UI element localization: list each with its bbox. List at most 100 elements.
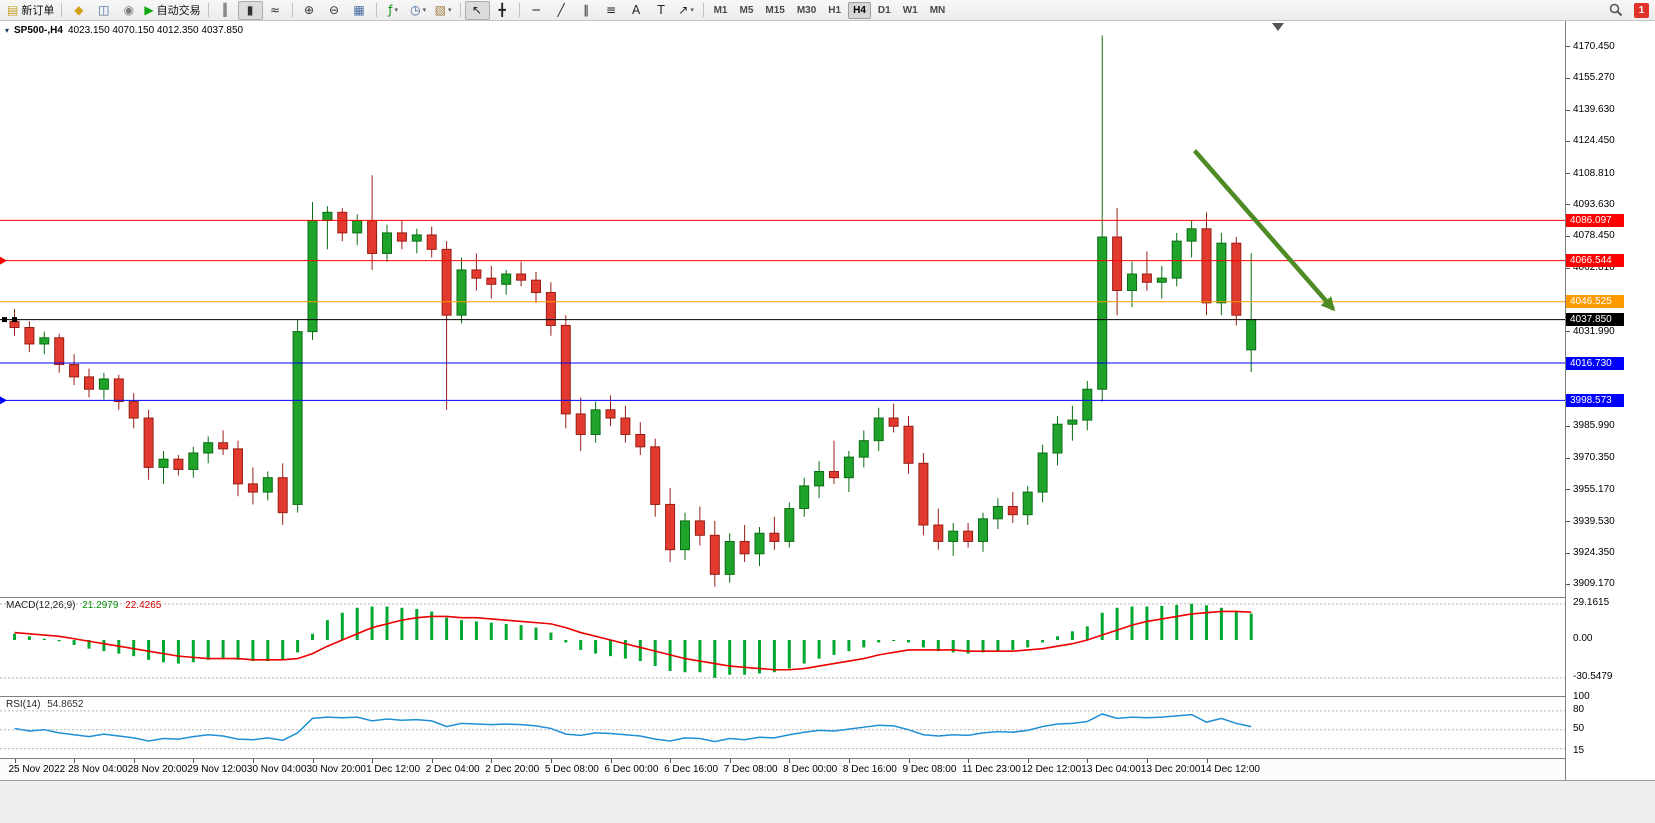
indicators-icon[interactable]: ƒ ▾ bbox=[381, 1, 406, 20]
new-order-button[interactable]: ▤ 新订单 bbox=[4, 1, 57, 20]
zoom-in-icon[interactable]: ⊕ bbox=[297, 1, 322, 20]
macd-label: MACD(12,26,9) 21.2979 22.4265 bbox=[6, 600, 161, 611]
time-tick: 13 Dec 20:00 bbox=[1140, 764, 1201, 775]
macd-name: MACD(12,26,9) bbox=[6, 600, 76, 611]
tile-windows-icon[interactable]: ▦ bbox=[347, 1, 372, 20]
navigator-icon: ◉ bbox=[123, 3, 135, 17]
price-tick-mark bbox=[1566, 109, 1570, 111]
chart-header: ▾ SP500-,H4 4023.150 4070.150 4012.350 4… bbox=[5, 25, 243, 36]
channel-icon[interactable]: ∥ bbox=[574, 1, 599, 20]
rsi-line bbox=[14, 713, 1252, 743]
macd-value-signal: 22.4265 bbox=[125, 600, 162, 611]
zoom-out-icon[interactable]: ⊖ bbox=[322, 1, 347, 20]
time-tick: 8 Dec 16:00 bbox=[842, 764, 897, 775]
hline-3998.573[interactable] bbox=[0, 396, 1565, 405]
autotrading-button[interactable]: ▶ 自动交易 bbox=[141, 1, 203, 20]
fibonacci-icon[interactable]: ≡ bbox=[599, 1, 624, 20]
price-tick: 4170.450 bbox=[1573, 40, 1615, 52]
candlestick-chart-icon[interactable]: ▮ bbox=[237, 0, 263, 20]
charts-icon[interactable]: ◆ bbox=[66, 1, 91, 20]
tf-m1[interactable]: M1 bbox=[713, 4, 728, 16]
navigator-icon[interactable]: ◉ bbox=[116, 1, 141, 20]
channel-icon: ∥ bbox=[583, 3, 590, 17]
label-icon[interactable]: T bbox=[649, 1, 674, 20]
periods-icon[interactable]: ◷ ▾ bbox=[406, 1, 431, 20]
price-tick-mark bbox=[1566, 489, 1570, 491]
macd-value-main: 21.2979 bbox=[82, 600, 119, 611]
templates-icon[interactable]: ▧ ▾ bbox=[431, 1, 456, 20]
time-tick: 25 Nov 2022 bbox=[8, 764, 66, 775]
search-icon[interactable] bbox=[1603, 1, 1628, 20]
rsi-panel-canvas[interactable] bbox=[0, 696, 1565, 758]
toolbar-separator bbox=[702, 3, 704, 17]
time-tick: 2 Dec 20:00 bbox=[485, 764, 540, 775]
crosshair-icon[interactable]: ╋ bbox=[490, 1, 515, 20]
macd-axis-tick: -30.5479 bbox=[1573, 670, 1613, 682]
tf-m5[interactable]: M5 bbox=[739, 4, 754, 16]
trend-arrow-annotation[interactable] bbox=[1192, 149, 1336, 312]
price-tick-mark bbox=[1566, 267, 1570, 269]
cursor-icon[interactable]: ↖ bbox=[464, 0, 490, 20]
new-order-button-label: 新订单 bbox=[21, 5, 55, 17]
price-tick: 4139.630 bbox=[1573, 104, 1615, 116]
macd-panel-canvas[interactable] bbox=[0, 597, 1565, 696]
line-chart-icon: ≈ bbox=[270, 3, 281, 17]
rsi-label: RSI(14) 54.8652 bbox=[6, 699, 83, 710]
price-tick-mark bbox=[1566, 140, 1570, 142]
current-price-line[interactable] bbox=[0, 317, 1565, 323]
time-tick-mark bbox=[133, 759, 135, 763]
notification-badge[interactable]: 1 bbox=[1634, 2, 1649, 18]
tf-w1[interactable]: W1 bbox=[902, 4, 918, 16]
trendline-icon[interactable]: ╱ bbox=[549, 1, 574, 20]
price-tick: 3924.350 bbox=[1573, 547, 1615, 559]
crosshair-icon: ╋ bbox=[498, 3, 506, 17]
time-axis[interactable]: 25 Nov 2022 28 Nov 04:00 28 Nov 20:00 29 No… bbox=[0, 758, 1565, 780]
rsi-axis-tick: 15 bbox=[1573, 744, 1585, 756]
price-tick: 3909.170 bbox=[1573, 578, 1615, 590]
indicators-icon: ƒ bbox=[388, 3, 393, 17]
main-chart-canvas[interactable] bbox=[0, 21, 1565, 597]
time-tick: 6 Dec 16:00 bbox=[664, 764, 719, 775]
price-tick-mark bbox=[1566, 77, 1570, 79]
time-tick-mark bbox=[848, 759, 850, 763]
toolbar-separator bbox=[291, 3, 293, 17]
price-tick-mark bbox=[1566, 425, 1570, 427]
rsi-axis-tick: 50 bbox=[1573, 722, 1585, 734]
line-chart-icon[interactable]: ≈ bbox=[263, 1, 288, 20]
time-tick: 12 Dec 12:00 bbox=[1021, 764, 1082, 775]
price-tick: 4124.450 bbox=[1573, 135, 1615, 147]
time-tick: 8 Dec 00:00 bbox=[783, 764, 838, 775]
tf-d1[interactable]: D1 bbox=[877, 4, 891, 16]
chart-symbol-period: SP500-,H4 bbox=[14, 25, 63, 36]
price-tick: 4078.450 bbox=[1573, 230, 1615, 242]
tf-m15[interactable]: M15 bbox=[765, 4, 785, 16]
arrows-icon[interactable]: ↗ ▾ bbox=[674, 1, 699, 20]
arrows-icon: ↗ bbox=[678, 3, 689, 17]
rsi-axis-tick: 100 bbox=[1573, 691, 1590, 703]
price-label-4046.525: 4046.525 bbox=[1566, 295, 1624, 309]
tf-m30[interactable]: M30 bbox=[796, 4, 817, 16]
current-price-label: 4037.850 bbox=[1566, 313, 1624, 327]
collapse-chart-icon[interactable]: ▾ bbox=[5, 26, 10, 35]
time-tick-mark bbox=[491, 759, 493, 763]
hline-icon[interactable]: ─ bbox=[524, 1, 549, 20]
time-tick-mark bbox=[1087, 759, 1089, 763]
ohlc-bars-icon[interactable]: ║ bbox=[213, 1, 238, 20]
tf-h1[interactable]: H1 bbox=[828, 4, 842, 16]
market-watch-icon[interactable]: ◫ bbox=[91, 1, 116, 20]
tf-h4[interactable]: H4 bbox=[848, 1, 871, 19]
time-tick: 28 Nov 04:00 bbox=[68, 764, 128, 775]
tf-mn[interactable]: MN bbox=[929, 4, 946, 16]
time-tick: 6 Dec 00:00 bbox=[604, 764, 659, 775]
hline-4066.544[interactable] bbox=[0, 256, 1565, 265]
time-tick-mark bbox=[729, 759, 731, 763]
time-tick: 7 Dec 08:00 bbox=[723, 764, 778, 775]
macd-histogram bbox=[13, 603, 1253, 678]
label-icon: T bbox=[657, 3, 665, 17]
price-axis[interactable]: 4170.450 4155.270 4139.630 4124.450 4108.810… bbox=[1565, 21, 1655, 780]
text-icon[interactable]: A bbox=[624, 1, 649, 20]
toolbar-separator bbox=[459, 3, 461, 17]
price-tick: 3970.350 bbox=[1573, 452, 1615, 464]
toolbar: ▤ 新订单 ◆ ◫ ◉ ▶ 自动交易 ║ ▮ ≈ ⊕ ⊖ ▦ ƒ ▾ ◷ ▾ ▧ ▾ ↖ ╋ ─ ╱ ∥ ≡ A T ↗ ▾ M1 M5 M1… bbox=[0, 0, 1655, 21]
